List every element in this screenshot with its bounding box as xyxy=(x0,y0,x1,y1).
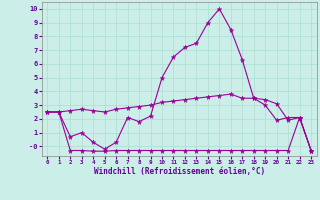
X-axis label: Windchill (Refroidissement éolien,°C): Windchill (Refroidissement éolien,°C) xyxy=(94,167,265,176)
